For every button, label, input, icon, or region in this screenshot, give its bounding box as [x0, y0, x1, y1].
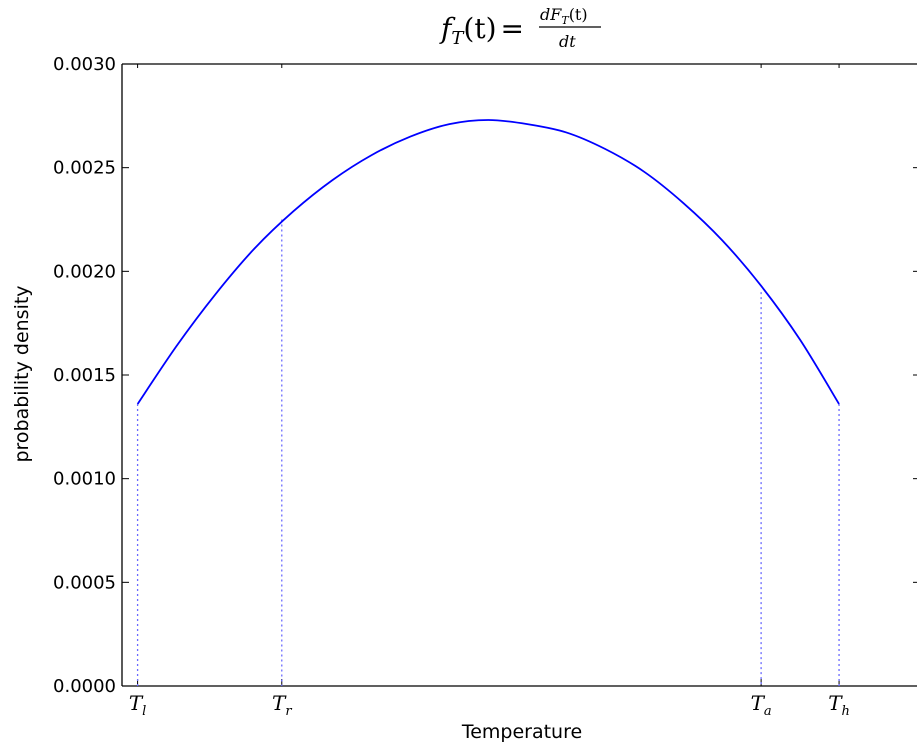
x-tick-label: Tl — [129, 691, 147, 719]
axes-frame — [121, 63, 917, 687]
y-axis-label: probability density — [11, 285, 33, 462]
x-tick-label: Ta — [751, 691, 772, 719]
x-axis: Tl Tr Ta Th — [129, 64, 850, 719]
y-tick-label: 0.0025 — [53, 158, 116, 179]
title-lhs-sub: T — [451, 28, 465, 49]
x-tick-label: Tr — [272, 691, 292, 719]
x-axis-label: Temperature — [461, 721, 582, 743]
y-axis: 0.0000 0.0005 0.0010 0.0015 0.0020 0.0025 0.00… — [53, 54, 917, 697]
y-tick-label: 0.0005 — [53, 572, 116, 593]
svg-text:dFT(t): dFT(t) — [540, 5, 588, 27]
y-tick-label: 0.0000 — [53, 676, 116, 697]
vertical-markers — [136, 219, 840, 686]
svg-text:fT(t)=: fT(t) = — [439, 12, 524, 49]
title-num-arg: (t) — [569, 5, 588, 24]
series-group — [136, 119, 840, 405]
chart-title: fT(t) = dFT(t) dt — [439, 5, 601, 51]
x-tick-label: Th — [828, 691, 850, 719]
title-lhs-arg: (t) — [463, 12, 496, 45]
y-tick-label: 0.0020 — [53, 261, 116, 282]
y-tick-label: 0.0015 — [53, 365, 116, 386]
title-num: dF — [540, 5, 562, 24]
series-line — [136, 119, 840, 405]
title-equals: = — [501, 12, 524, 45]
title-den: dt — [559, 32, 576, 51]
y-tick-label: 0.0010 — [53, 469, 116, 490]
y-tick-label: 0.0030 — [53, 54, 116, 75]
title-num-sub: T — [561, 14, 570, 27]
